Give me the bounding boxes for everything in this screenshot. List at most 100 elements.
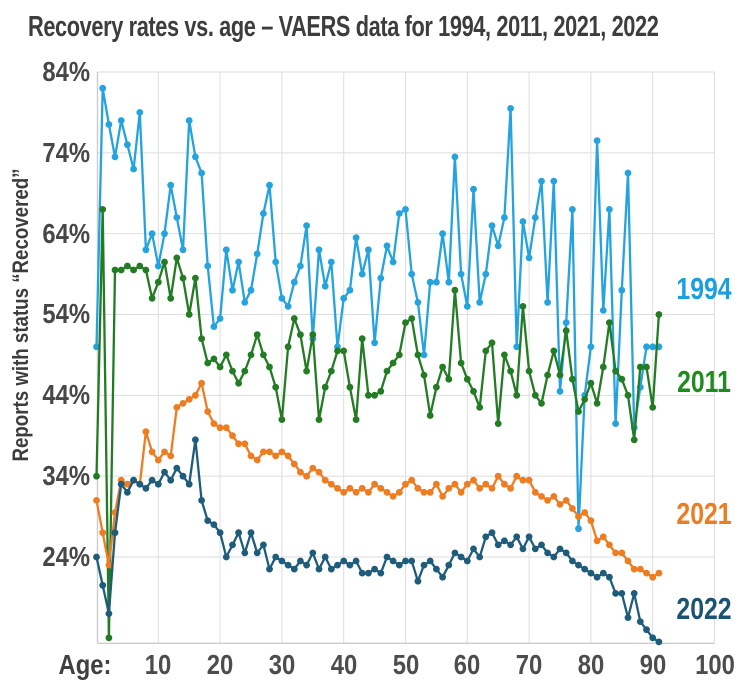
data-point-2011-age-3 (111, 266, 119, 274)
data-point-2011-age-0 (93, 472, 100, 480)
data-point-2021-age-19 (210, 420, 218, 427)
data-point-2011-age-52 (414, 351, 422, 359)
data-point-2022-age-2 (105, 610, 113, 617)
data-point-2021-age-40 (340, 488, 348, 496)
data-point-2021-age-91 (655, 569, 663, 577)
x-tick-label-10: 10 (145, 649, 172, 680)
data-point-1994-age-45 (371, 339, 378, 347)
data-point-2021-age-46 (377, 484, 385, 492)
data-point-1994-age-32 (290, 278, 298, 286)
series-line-2011 (95, 208, 661, 639)
data-point-2011-age-88 (636, 363, 644, 371)
data-point-2021-age-27 (260, 448, 267, 456)
data-point-2022-age-29 (272, 553, 280, 561)
data-point-2011-age-82 (599, 363, 607, 371)
data-point-2011-age-10 (154, 278, 162, 286)
data-point-2022-age-6 (130, 476, 138, 484)
data-point-2011-age-50 (402, 319, 409, 326)
data-point-2011-age-86 (624, 391, 632, 399)
data-point-2011-age-26 (253, 331, 261, 339)
data-point-2021-age-82 (599, 533, 607, 541)
data-point-2011-age-31 (284, 343, 292, 351)
data-point-1994-age-90 (649, 343, 657, 351)
data-point-1994-age-53 (420, 351, 428, 359)
data-point-1994-age-64 (488, 222, 496, 230)
data-point-2021-age-64 (488, 484, 496, 492)
data-point-1994-age-70 (525, 254, 533, 262)
data-point-2011-age-28 (266, 363, 273, 371)
data-point-2022-age-86 (624, 614, 632, 621)
y-tick-label-64: 64% (42, 217, 90, 249)
data-point-1994-age-49 (395, 210, 403, 217)
data-point-2021-age-52 (414, 484, 422, 492)
x-tick-label-100: 100 (694, 649, 735, 680)
data-point-2011-age-81 (593, 400, 601, 407)
series-line-2022 (95, 438, 661, 644)
data-point-2011-age-24 (241, 367, 249, 375)
data-point-1994-age-12 (167, 181, 175, 189)
data-point-2021-age-68 (513, 472, 521, 480)
data-point-2021-age-43 (358, 484, 366, 492)
data-point-2011-age-14 (179, 274, 187, 282)
data-point-2022-age-43 (358, 569, 366, 577)
data-point-2011-age-44 (365, 391, 372, 399)
data-point-2021-age-44 (365, 488, 372, 496)
x-tick-label-70: 70 (515, 649, 543, 680)
data-point-2011-age-4 (117, 266, 125, 274)
data-point-2022-age-1 (99, 581, 107, 589)
data-point-2011-age-91 (655, 311, 663, 318)
data-point-2011-age-60 (463, 375, 471, 383)
data-point-2011-age-68 (513, 391, 521, 399)
data-point-2021-age-42 (352, 488, 360, 496)
data-point-1994-age-15 (185, 117, 193, 124)
data-point-2021-age-59 (457, 488, 465, 496)
data-point-2022-age-62 (476, 553, 484, 561)
data-point-2011-age-90 (649, 404, 657, 411)
data-point-1994-age-33 (297, 262, 304, 270)
data-point-2022-age-84 (612, 590, 619, 597)
data-point-2022-age-54 (426, 557, 434, 565)
y-tick-label-84: 84% (42, 56, 90, 87)
data-point-1994-age-27 (260, 210, 267, 217)
data-point-2021-age-34 (303, 472, 310, 480)
data-point-2011-age-55 (433, 383, 440, 391)
data-point-2021-age-66 (501, 480, 508, 488)
data-point-2021-age-63 (482, 480, 490, 488)
data-point-1994-age-56 (439, 230, 446, 238)
data-point-2022-age-73 (544, 549, 551, 557)
data-point-2011-age-11 (161, 258, 168, 266)
data-point-1994-age-47 (383, 242, 391, 250)
data-point-2021-age-13 (173, 404, 181, 411)
data-point-1994-age-41 (346, 286, 354, 294)
data-point-2022-age-11 (161, 468, 168, 476)
data-point-1994-age-55 (433, 278, 440, 286)
data-point-2011-age-37 (321, 383, 329, 391)
data-point-1994-age-14 (179, 246, 187, 254)
data-point-2021-age-73 (544, 497, 551, 504)
data-point-2022-age-59 (457, 553, 465, 561)
data-point-2022-age-33 (297, 557, 304, 565)
data-point-2011-age-20 (216, 363, 224, 371)
data-point-2022-age-85 (618, 590, 626, 597)
data-point-2022-age-65 (494, 541, 502, 549)
data-point-2022-age-61 (470, 545, 477, 553)
data-point-2021-age-26 (253, 456, 261, 464)
data-point-2011-age-21 (222, 351, 230, 359)
data-point-2021-age-71 (531, 488, 539, 496)
data-point-1994-age-7 (136, 109, 144, 116)
data-point-1994-age-80 (587, 343, 595, 351)
data-point-1994-age-78 (575, 525, 582, 533)
data-point-2011-age-72 (538, 400, 545, 407)
data-point-2022-age-46 (377, 569, 385, 577)
data-point-2021-age-56 (439, 493, 446, 500)
series-line-2021 (95, 382, 661, 579)
data-point-2011-age-71 (531, 391, 539, 399)
data-point-2011-age-7 (136, 262, 144, 270)
data-point-2011-age-59 (457, 359, 465, 367)
data-point-2021-age-78 (575, 513, 582, 520)
data-point-2022-age-42 (352, 557, 360, 565)
data-point-2022-age-49 (395, 561, 403, 569)
data-point-1994-age-42 (352, 234, 360, 242)
data-point-1994-age-36 (315, 246, 323, 254)
